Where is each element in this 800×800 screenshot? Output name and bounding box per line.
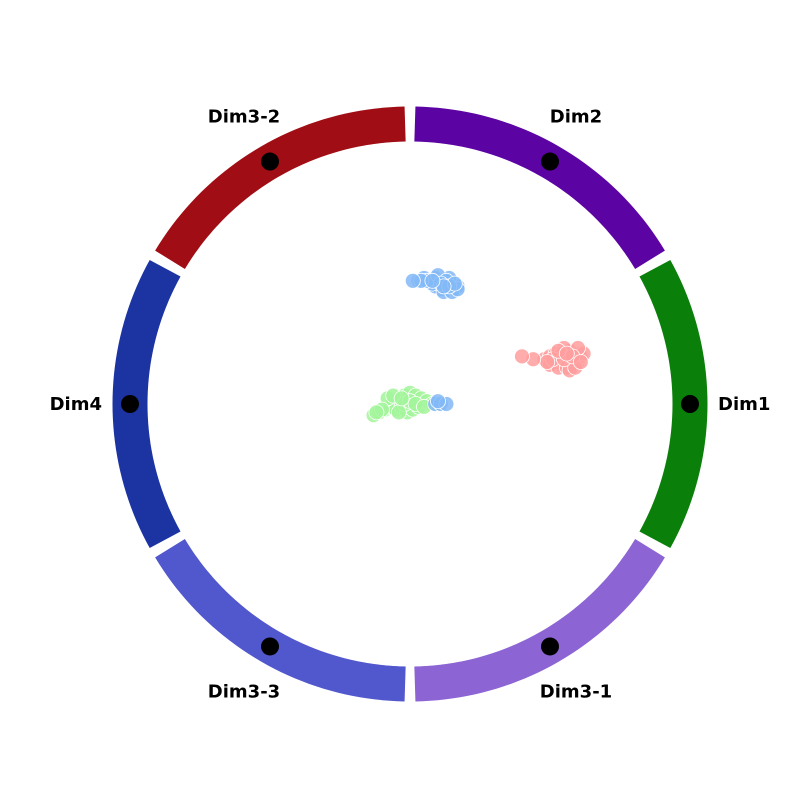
anchor-marker-dim3-1 <box>541 637 559 656</box>
anchor-label-dim1: Dim1 <box>718 394 770 415</box>
data-point <box>558 345 575 362</box>
anchor-arc-dim2 <box>414 106 665 269</box>
data-point <box>514 348 530 365</box>
data-points <box>365 267 592 424</box>
anchor-arc-dim3-2 <box>155 106 406 269</box>
anchor-label-dim3-3: Dim3-3 <box>208 682 280 703</box>
anchor-label-dim3-2: Dim3-2 <box>208 106 280 127</box>
data-point <box>393 390 410 407</box>
anchor-label-dim2: Dim2 <box>550 106 602 127</box>
anchor-marker-dim4 <box>121 395 139 413</box>
data-point <box>572 354 589 370</box>
data-point <box>430 393 446 410</box>
anchor-label-dim3-1: Dim3-1 <box>540 682 612 703</box>
anchor-marker-dim3-2 <box>261 152 279 171</box>
data-point <box>368 404 385 421</box>
data-point <box>404 272 421 289</box>
data-point <box>424 272 441 289</box>
anchor-marker-dim1 <box>681 395 699 413</box>
anchor-labels: Dim1 Dim2 Dim3-2 Dim4 Dim3-3 Dim3-1 <box>50 106 771 702</box>
anchor-arc-dim3-1 <box>414 539 665 702</box>
anchor-marker-dim3-3 <box>261 637 279 656</box>
data-point <box>390 404 407 421</box>
anchor-marker-dim2 <box>541 152 559 171</box>
anchor-arc-dim3-3 <box>155 539 406 702</box>
anchor-label-dim4: Dim4 <box>50 394 102 415</box>
data-point <box>539 354 556 370</box>
anchor-markers <box>121 152 699 656</box>
